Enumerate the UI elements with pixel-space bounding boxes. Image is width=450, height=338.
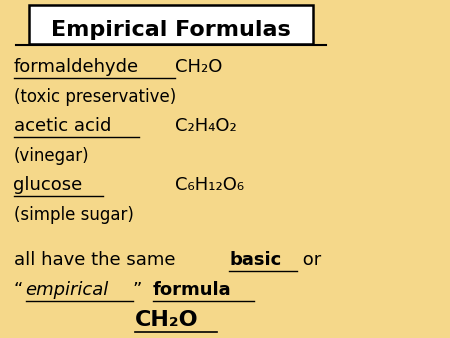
Text: (toxic preservative): (toxic preservative) [14, 88, 176, 106]
Text: basic: basic [230, 251, 282, 269]
Text: ”: ” [133, 281, 148, 299]
Text: all have the same: all have the same [14, 251, 181, 269]
Text: formaldehyde: formaldehyde [14, 58, 139, 76]
FancyBboxPatch shape [29, 5, 313, 44]
Text: C₂H₄O₂: C₂H₄O₂ [176, 117, 237, 135]
Text: formula: formula [153, 281, 231, 299]
Text: C₆H₁₂O₆: C₆H₁₂O₆ [176, 176, 245, 194]
Text: “: “ [14, 281, 23, 299]
Text: CH₂O: CH₂O [176, 58, 223, 76]
Text: glucose: glucose [14, 176, 83, 194]
Text: empirical: empirical [26, 281, 109, 299]
Text: (simple sugar): (simple sugar) [14, 206, 133, 224]
Text: Empirical Formulas: Empirical Formulas [51, 20, 291, 41]
Text: CH₂O: CH₂O [135, 310, 198, 330]
Text: (vinegar): (vinegar) [14, 147, 89, 165]
Text: or: or [297, 251, 321, 269]
Text: acetic acid: acetic acid [14, 117, 111, 135]
